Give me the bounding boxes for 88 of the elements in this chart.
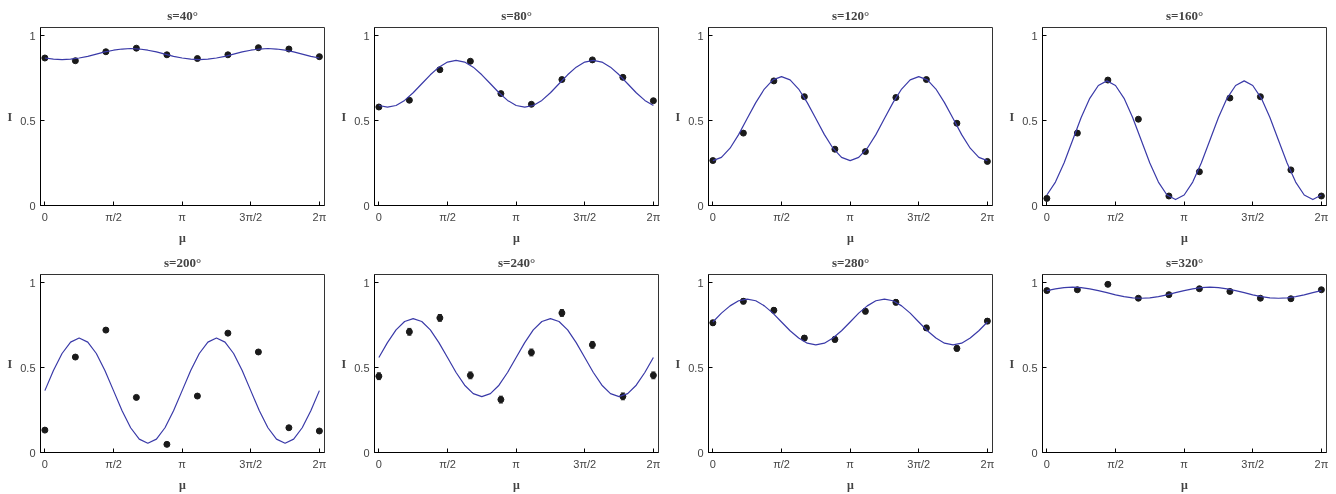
x-tick-label: π/2	[439, 210, 456, 223]
x-tick-label: 3π/2	[907, 210, 931, 223]
x-tick-label: π	[512, 210, 521, 223]
x-tick-label: 3π/2	[573, 457, 597, 470]
y-tick-label: 0.5	[688, 114, 704, 127]
y-axis-title: I	[1009, 109, 1015, 124]
y-tick-label: 1	[363, 276, 370, 289]
y-tick-label: 0	[1031, 199, 1038, 212]
x-tick-label: π/2	[773, 457, 790, 470]
x-tick-label: 3π/2	[239, 210, 263, 223]
y-axis-title: I	[341, 109, 347, 124]
y-tick-label: 0	[363, 446, 370, 459]
y-tick-label: 0	[697, 446, 704, 459]
x-tick-label: 2π	[980, 457, 995, 470]
x-tick-label: 2π	[1314, 210, 1329, 223]
x-tick-label: 0	[1043, 457, 1050, 470]
y-tick-label: 1	[1031, 276, 1038, 289]
x-axis-title: μ	[847, 230, 855, 245]
chart-title: s=40°	[167, 7, 198, 23]
x-tick-label: π/2	[105, 210, 122, 223]
x-axis-title: μ	[513, 477, 521, 492]
x-tick-label: 0	[709, 457, 716, 470]
x-tick-label: π/2	[105, 457, 122, 470]
x-tick-label: π/2	[1107, 457, 1124, 470]
y-tick-label: 0	[363, 199, 370, 212]
chart-title: s=280°	[831, 254, 870, 270]
x-axis-title: μ	[1181, 230, 1189, 245]
x-tick-label: 0	[709, 210, 716, 223]
x-tick-label: π/2	[773, 210, 790, 223]
x-tick-label: 3π/2	[239, 457, 263, 470]
y-tick-label: 0.5	[354, 361, 370, 374]
x-axis-title: μ	[179, 230, 187, 245]
y-tick-label: 0.5	[354, 114, 370, 127]
x-tick-label: π	[178, 210, 187, 223]
x-axis-title: μ	[513, 230, 521, 245]
y-tick-label: 0.5	[688, 361, 704, 374]
x-axis-title: μ	[847, 477, 855, 492]
x-tick-label: 2π	[312, 457, 327, 470]
x-tick-label: π/2	[439, 457, 456, 470]
chart-title: s=120°	[831, 7, 870, 23]
x-tick-label: π	[178, 457, 187, 470]
y-tick-label: 0.5	[20, 361, 36, 374]
y-tick-label: 1	[29, 276, 36, 289]
y-tick-label: 1	[697, 29, 704, 42]
chart-title: s=240°	[497, 254, 536, 270]
x-tick-label: 0	[41, 210, 48, 223]
x-tick-label: 3π/2	[1241, 210, 1265, 223]
x-tick-label: 0	[375, 457, 382, 470]
x-tick-label: π	[1180, 210, 1189, 223]
y-tick-label: 0.5	[1022, 114, 1038, 127]
y-axis-title: I	[7, 109, 13, 124]
y-tick-label: 0.5	[1022, 361, 1038, 374]
chart-title: s=80°	[501, 7, 532, 23]
chart-title: s=160°	[1165, 7, 1204, 23]
x-tick-label: 2π	[1314, 457, 1329, 470]
y-tick-label: 0	[29, 199, 36, 212]
x-axis-title: μ	[1181, 477, 1189, 492]
x-tick-label: 2π	[646, 210, 661, 223]
x-tick-label: 3π/2	[573, 210, 597, 223]
x-tick-label: 2π	[312, 210, 327, 223]
y-tick-label: 1	[363, 29, 370, 42]
x-tick-label: π/2	[1107, 210, 1124, 223]
x-tick-label: 3π/2	[907, 457, 931, 470]
x-tick-label: π	[512, 457, 521, 470]
x-tick-label: 2π	[980, 210, 995, 223]
x-tick-label: 2π	[646, 457, 661, 470]
x-axis-title: μ	[179, 477, 187, 492]
y-axis-title: I	[7, 356, 13, 371]
x-tick-label: 0	[375, 210, 382, 223]
y-tick-label: 0.5	[20, 114, 36, 127]
y-tick-label: 0	[1031, 446, 1038, 459]
x-tick-label: 3π/2	[1241, 457, 1265, 470]
chart-title: s=320°	[1165, 254, 1204, 270]
y-tick-label: 0	[29, 446, 36, 459]
y-axis-title: I	[1009, 356, 1015, 371]
x-tick-label: π	[1180, 457, 1189, 470]
y-axis-title: I	[675, 356, 681, 371]
y-tick-label: 1	[1031, 29, 1038, 42]
y-tick-label: 1	[697, 276, 704, 289]
y-tick-label: 0	[697, 199, 704, 212]
x-tick-label: 0	[41, 457, 48, 470]
y-tick-label: 1	[29, 29, 36, 42]
y-axis-title: I	[341, 356, 347, 371]
x-tick-label: 0	[1043, 210, 1050, 223]
x-tick-label: π	[846, 210, 855, 223]
chart-title: s=200°	[163, 254, 202, 270]
y-axis-title: I	[675, 109, 681, 124]
x-tick-label: π	[846, 457, 855, 470]
